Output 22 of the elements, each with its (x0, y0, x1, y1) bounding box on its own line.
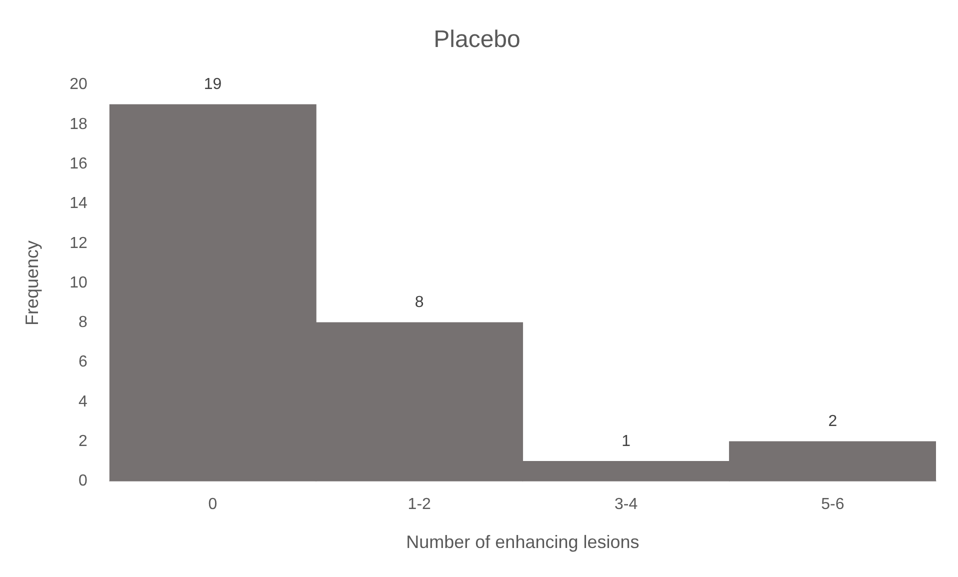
y-tick-label: 8 (78, 314, 88, 332)
y-tick-label: 16 (70, 155, 88, 172)
chart-title: Placebo (434, 26, 520, 54)
y-tick-label: 18 (70, 116, 88, 133)
y-tick-label: 0 (78, 472, 88, 490)
x-tick-label: 0 (208, 496, 218, 514)
y-tick-label: 10 (70, 274, 88, 292)
data-label: 8 (414, 294, 424, 312)
x-tick-label: 3-4 (614, 496, 638, 514)
y-tick-label: 6 (78, 354, 88, 371)
y-tick-label: 2 (78, 432, 88, 450)
data-label: 2 (828, 412, 838, 430)
x-axis-title: Number of enhancing lesions (406, 532, 640, 552)
y-tick-label: 12 (70, 234, 88, 252)
y-tick-label: 14 (70, 195, 88, 212)
data-label: 19 (204, 76, 222, 94)
x-tick-label: 1-2 (408, 496, 432, 514)
data-label: 1 (622, 432, 631, 450)
x-tick-label: 5-6 (821, 496, 844, 514)
y-tick-label: 4 (78, 393, 88, 410)
y-axis-title: Frequency (22, 240, 42, 326)
y-tick-label: 20 (70, 76, 88, 94)
